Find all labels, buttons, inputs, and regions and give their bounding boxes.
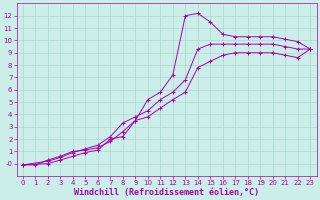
X-axis label: Windchill (Refroidissement éolien,°C): Windchill (Refroidissement éolien,°C) (74, 188, 259, 197)
